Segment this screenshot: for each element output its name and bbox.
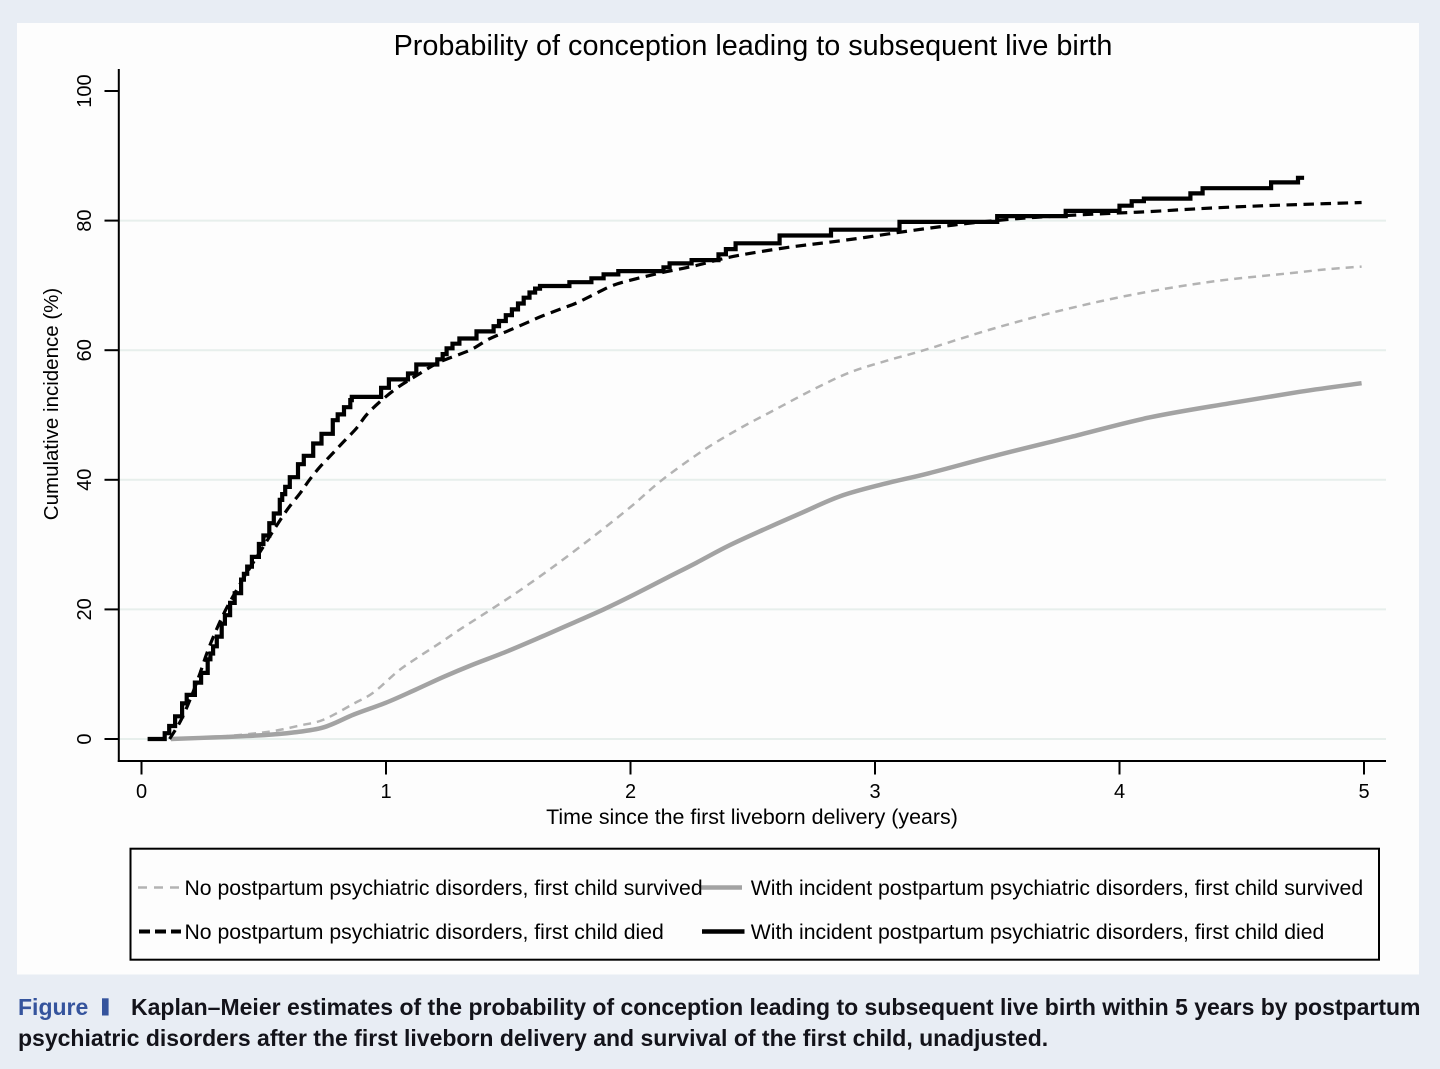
svg-text:0: 0 — [74, 733, 96, 744]
svg-text:1: 1 — [380, 781, 391, 803]
svg-text:4: 4 — [1114, 781, 1125, 803]
svg-text:Cumulative incidence (%): Cumulative incidence (%) — [40, 288, 63, 520]
svg-text:psychiatric disorders after th: psychiatric disorders after the first li… — [18, 1025, 1048, 1051]
svg-text:With incident postpartum psych: With incident postpartum psychiatric dis… — [751, 921, 1324, 944]
svg-text:Figure: Figure — [18, 994, 88, 1020]
svg-text:40: 40 — [74, 469, 96, 491]
svg-text:100: 100 — [74, 74, 96, 107]
svg-text:Probability of conception lead: Probability of conception leading to sub… — [394, 30, 1113, 62]
svg-text:Time since the first liveborn: Time since the first liveborn delivery (… — [546, 805, 958, 829]
svg-text:Kaplan–Meier estimates of the: Kaplan–Meier estimates of the probabilit… — [131, 994, 1421, 1020]
svg-text:0: 0 — [136, 781, 147, 803]
svg-text:No postpartum psychiatric diso: No postpartum psychiatric disorders, fir… — [185, 921, 664, 944]
svg-text:2: 2 — [625, 781, 636, 803]
svg-text:With incident postpartum psych: With incident postpartum psychiatric dis… — [751, 877, 1363, 900]
svg-text:20: 20 — [74, 598, 96, 620]
svg-text:3: 3 — [869, 781, 880, 803]
svg-text:5: 5 — [1358, 781, 1369, 803]
svg-text:60: 60 — [74, 339, 96, 361]
svg-text:80: 80 — [74, 209, 96, 231]
svg-text:No postpartum psychiatric diso: No postpartum psychiatric disorders, fir… — [185, 877, 703, 900]
